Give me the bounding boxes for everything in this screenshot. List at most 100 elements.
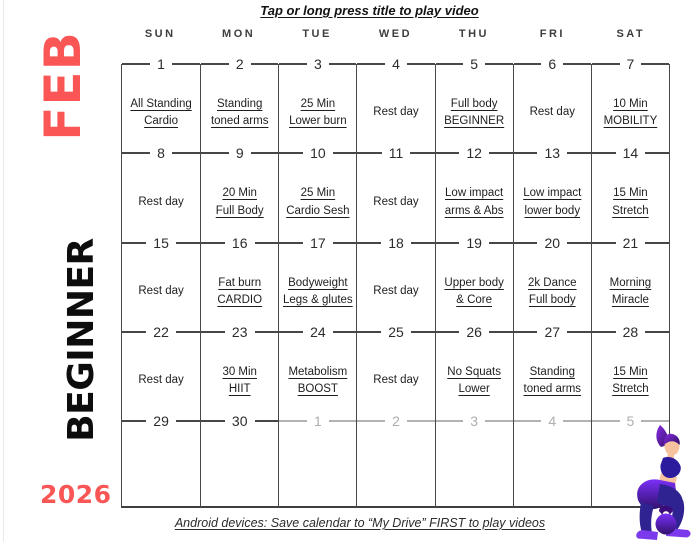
workout-title[interactable]: 30 Min HIIT [222,365,257,395]
date-number: 26 [459,323,489,341]
date-number: 4 [385,55,407,73]
date-line: 8 [122,144,200,162]
workout-title[interactable]: Low impact arms & Abs [444,187,504,217]
date-number: 20 [537,234,568,252]
date-line: 27 [514,323,591,341]
rest-day-label: Rest day [529,106,575,119]
date-number: 21 [615,234,646,252]
calendar-cell: 20 2k Dance Full body [512,234,591,332]
date-number: 16 [224,234,255,252]
left-shoe [636,530,658,540]
date-line: 5 [592,412,669,430]
calendar-cell: 4 [512,412,591,508]
android-save-instruction: Android devices: Save calendar to “My Dr… [174,516,546,530]
calendar-cell: 1 [278,412,356,508]
date-line: 6 [514,55,591,73]
calendar-cell: 24 Metabolism BOOST [278,323,356,421]
calendar-cell: 23 30 Min HIIT [200,323,278,421]
workout-title[interactable]: Standing toned arms [523,365,582,395]
calendar-cell: 14 15 Min Stretch [590,144,669,243]
calendar-cell: 2 Standing toned arms [200,55,278,153]
date-line: 25 [357,323,434,341]
workout-title[interactable]: Metabolism BOOST [288,365,348,395]
workout-title[interactable]: Bodyweight Legs & glutes [283,276,353,306]
calendar-cell: 8 Rest day [122,144,200,243]
date-line: 26 [436,323,513,341]
workout-title[interactable]: 15 Min Stretch [612,365,649,395]
rest-day-label: Rest day [373,285,419,298]
workout-title[interactable]: Upper body & Core [444,276,504,306]
calendar-cell: 1 All Standing Cardio [122,55,200,153]
workout-title[interactable]: Standing toned arms [210,97,269,127]
date-line: 30 [201,412,278,430]
date-number: 18 [381,234,411,252]
woman-squat-kettlebell-illustration [636,425,691,540]
date-number: 7 [619,55,642,73]
workout-title[interactable]: 2k Dance Full body [527,276,577,306]
year-label: 2026 [40,480,112,509]
date-line: 17 [279,234,356,252]
calendar-cell: 9 20 Min Full Body [200,144,278,243]
play-video-instruction: Tap or long press title to play video [260,3,479,18]
date-line: 2 [357,412,434,430]
workout-title[interactable]: 25 Min Cardio Sesh [286,187,350,217]
calendar-cell: 26 No Squats Lower [434,323,513,421]
weekday-wed: WED [378,28,413,40]
calendar-cell: 10 25 Min Cardio Sesh [278,144,356,243]
date-number: 10 [303,144,333,162]
date-number: 6 [541,55,564,73]
date-number: 29 [146,412,176,430]
calendar-cell: 17 Bodyweight Legs & glutes [278,234,356,332]
date-number: 27 [537,323,568,341]
workout-title[interactable]: No Squats Lower [447,365,501,395]
date-line: 2 [201,55,278,73]
workout-title[interactable]: 25 Min Lower burn [289,97,347,127]
calendar-cell: 7 10 Min MOBILITY [590,55,669,153]
calendar-cell: 6 Rest day [512,55,591,153]
workout-title[interactable]: 15 Min Stretch [612,187,649,217]
date-number: 8 [150,144,172,162]
date-line: 7 [592,55,669,73]
date-number: 13 [537,144,568,162]
workout-title[interactable]: All Standing Cardio [130,97,192,127]
workout-title[interactable]: Full body BEGINNER [444,97,505,127]
date-number: 23 [224,323,255,341]
calendar-cell: 5 Full body BEGINNER [434,55,513,153]
date-number: 25 [381,323,411,341]
calendar-cell: 27 Standing toned arms [512,323,591,421]
workout-title[interactable]: Morning Miracle [609,276,652,306]
date-line: 20 [514,234,591,252]
calendar-cell: 4 Rest day [356,55,434,153]
page-edge-line [3,0,4,542]
kettlebell [655,513,677,535]
date-line: 24 [279,323,356,341]
workout-title[interactable]: Low impact lower body [523,187,582,217]
date-number: 28 [615,323,646,341]
calendar-cell: 22 Rest day [122,323,200,421]
sports-bra [660,456,681,478]
workout-title[interactable]: Fat burn CARDIO [217,276,263,306]
weekday-sat: SAT [616,28,646,40]
weekday-tue: TUE [302,28,332,40]
workout-title[interactable]: 20 Min Full Body [215,187,264,217]
calendar-cell: 15 Rest day [122,234,200,332]
weekday-fri: FRI [539,28,565,40]
date-number: 24 [303,323,333,341]
workout-title[interactable]: 10 Min MOBILITY [603,97,658,127]
date-line: 3 [279,55,356,73]
calendar-grid: 1 All Standing Cardio 2 Standing toned a… [121,55,670,508]
date-number: 15 [146,234,176,252]
calendar-cell: 3 [434,412,513,508]
date-line: 29 [122,412,200,430]
date-number: 11 [381,144,411,162]
date-line: 14 [592,144,669,162]
kettlebell-handle [659,505,673,515]
date-line: 16 [201,234,278,252]
date-number: 19 [459,234,489,252]
calendar-cell: 30 [200,412,278,508]
date-line: 11 [357,144,434,162]
date-number: 5 [619,412,642,430]
calendar-cell: 18 Rest day [356,234,434,332]
date-number: 1 [306,412,329,430]
calendar-cell: 12 Low impact arms & Abs [434,144,513,243]
